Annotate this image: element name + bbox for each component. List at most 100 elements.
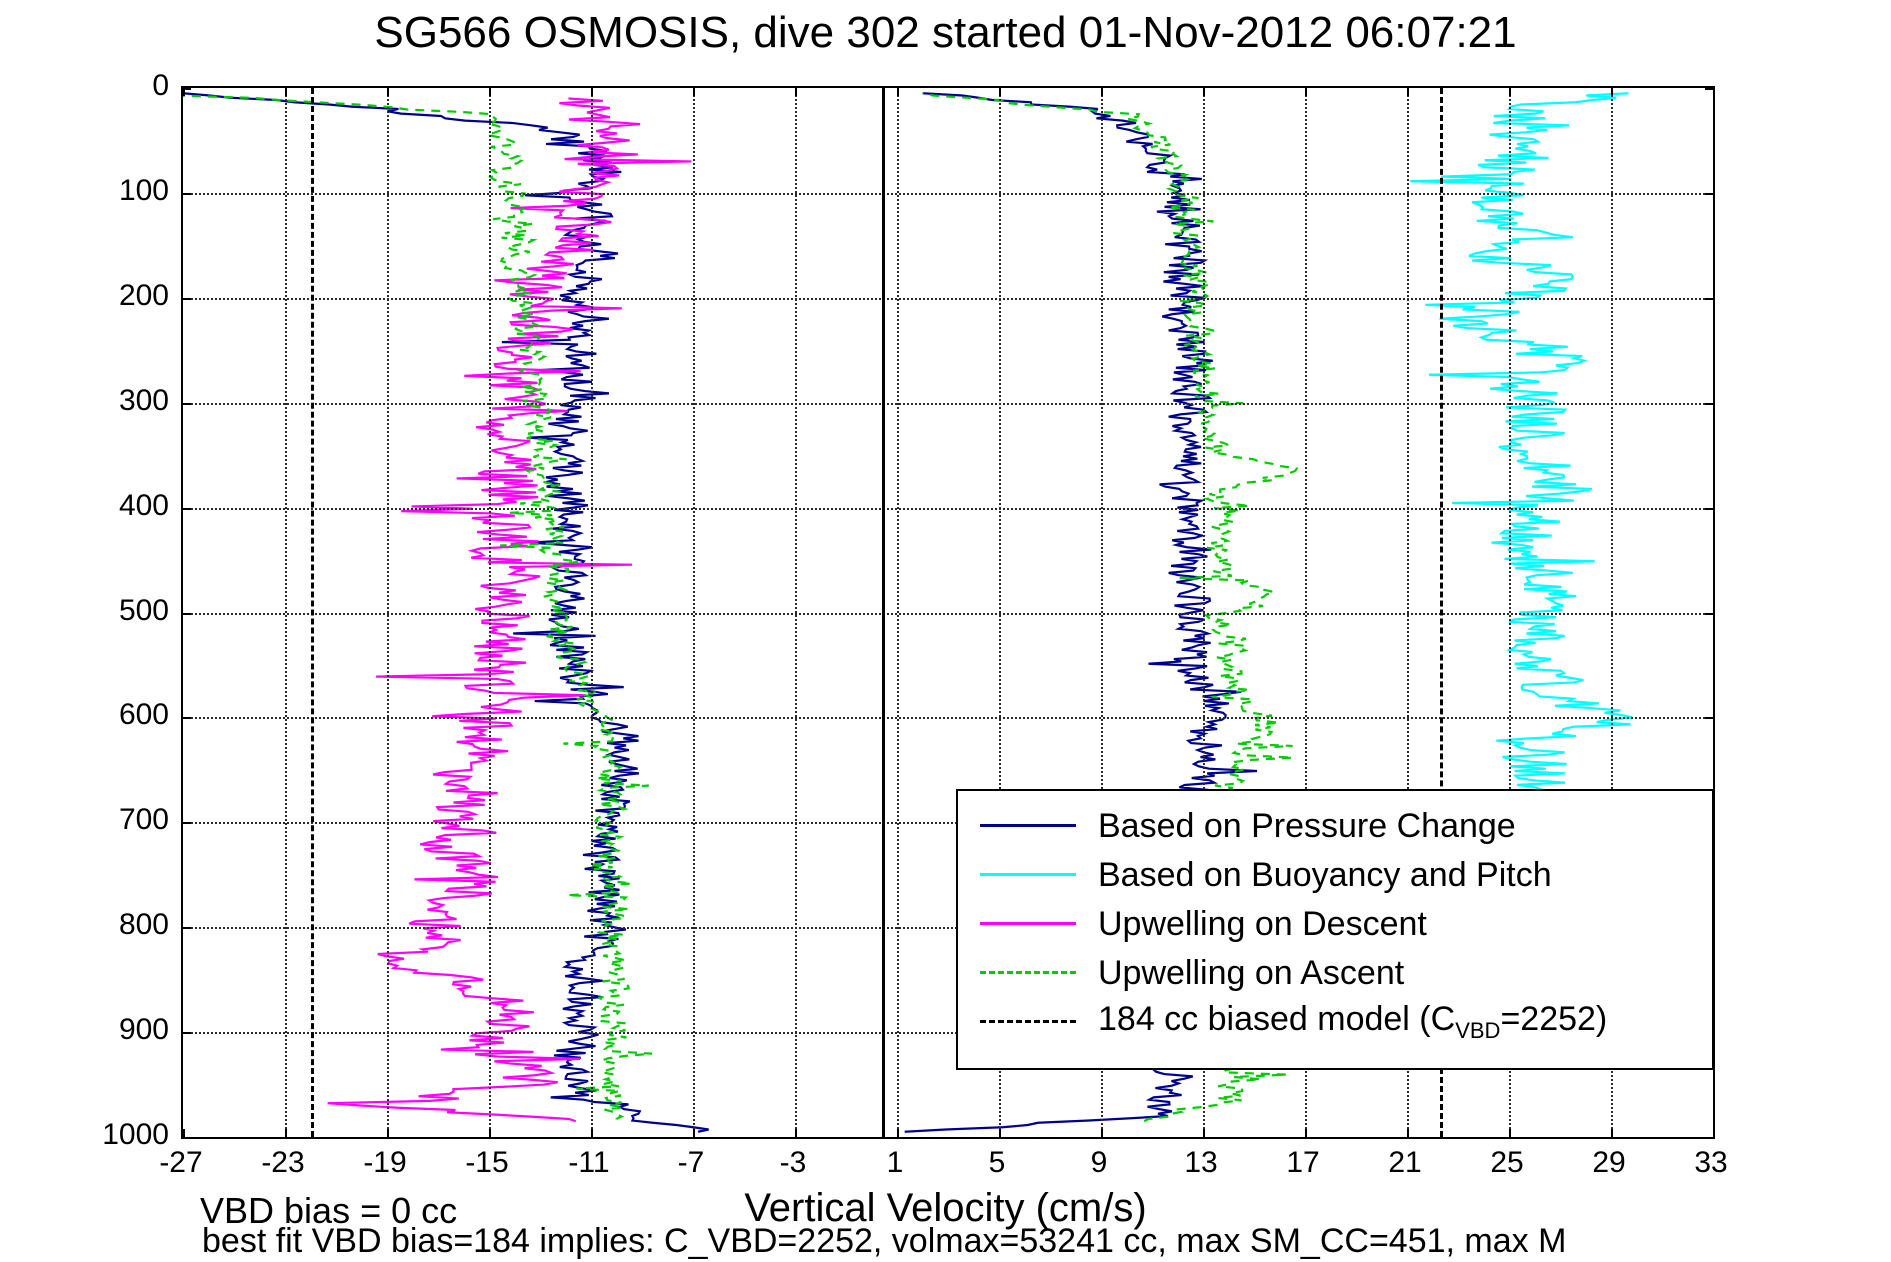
x-tick-top [1407,87,1409,96]
x-tick-label: -27 [159,1146,203,1179]
x-tick [1509,1129,1511,1138]
y-gridline [183,402,1713,405]
y-tick-label: 900 [118,1013,169,1047]
series-3-descent [183,94,653,1122]
x-tick-top [387,87,389,96]
x-tick-label: 25 [1490,1146,1524,1179]
legend-item[interactable]: 184 cc biased model (CVBD=2252) [958,997,1712,1046]
y-tick-right [1705,88,1714,90]
y-tick-label: 400 [118,488,169,522]
vbd-bias-note: VBD bias = 0 cc [200,1190,458,1231]
x-tick-label: 13 [1184,1146,1218,1179]
legend-item[interactable]: Based on Pressure Change [958,801,1712,850]
x-tick [897,1129,899,1138]
reference-line-zero-velocity [881,88,885,1137]
y-tick-right [1705,297,1714,300]
legend-item[interactable]: Upwelling on Ascent [958,948,1712,997]
x-tick-top [1713,87,1715,96]
x-tick-top [1305,87,1307,96]
y-tick-right [1705,1137,1714,1139]
plot-clip [183,88,1713,1137]
x-tick-top [1611,87,1613,96]
y-tick-label: 500 [118,593,169,627]
legend-item-label: Upwelling on Descent [1098,904,1427,943]
x-tick-top [183,87,185,96]
y-tick [182,1032,191,1035]
x-tick [387,1129,389,1138]
y-tick-label: 1000 [102,1118,169,1151]
legend: Based on Pressure Change Based on Buoyanc… [956,789,1714,1070]
legend-item[interactable]: Based on Buoyancy and Pitch [958,850,1712,899]
y-gridline [183,717,1713,720]
x-tick-top [285,87,287,96]
x-tick-label: 33 [1694,1146,1728,1179]
y-tick-label: 0 [152,69,169,102]
y-tick-right [1705,192,1714,195]
reference-line-vbd-bias-positive [1440,88,1444,1137]
x-tick [999,1129,1001,1138]
y-tick-label: 600 [118,698,169,732]
x-tick [1101,1129,1103,1138]
legend-item[interactable]: Upwelling on Descent [958,899,1712,948]
y-tick [182,507,191,510]
x-tick-top [693,87,695,96]
y-tick-right [1705,612,1714,615]
legend-item-label: Based on Buoyancy and Pitch [1098,855,1552,894]
x-tick-top [795,87,797,96]
x-tick [1203,1129,1205,1138]
y-tick [182,402,191,405]
x-tick-top [1509,87,1511,96]
legend-item-label: Based on Pressure Change [1098,806,1516,845]
x-tick-label: 17 [1286,1146,1320,1179]
x-tick-label: 9 [1090,1146,1108,1179]
y-tick [182,192,191,195]
y-tick [182,717,191,720]
x-tick [1407,1129,1409,1138]
y-tick [182,822,191,825]
x-tick-top [489,87,491,96]
legend-swatch-line-icon [980,922,1076,925]
y-gridline [183,507,1713,510]
x-tick-label: -3 [779,1146,807,1179]
x-tick [285,1129,287,1138]
legend-swatch-line-icon [980,824,1076,827]
figure-caption: best fit VBD bias=184 implies: C_VBD=225… [202,1222,1567,1260]
y-tick-label: 100 [118,173,169,207]
legend-swatch-line-icon [980,1020,1076,1023]
y-gridline [183,192,1713,195]
page-title: SG566 OSMOSIS, dive 302 started 01-Nov-2… [374,8,1517,57]
x-tick-label: 5 [988,1146,1006,1179]
y-tick [182,1137,191,1139]
x-tick-label: 29 [1592,1146,1626,1179]
x-tick [795,1129,797,1138]
x-tick-top [897,87,899,96]
y-tick-label: 700 [118,803,169,837]
y-gridline [183,927,1713,930]
x-tick [489,1129,491,1138]
legend-subscript: VBD [1455,1017,1501,1043]
reference-line-vbd-bias-negative [310,88,314,1137]
x-tick-label: 21 [1388,1146,1422,1179]
x-tick-label: -7 [677,1146,705,1179]
legend-item-label: Upwelling on Ascent [1098,953,1405,992]
y-tick [182,927,191,930]
legend-item-label: 184 cc biased model (CVBD=2252) [1098,999,1608,1043]
x-tick-label: 1 [886,1146,904,1179]
x-tick-top [999,87,1001,96]
y-tick [182,297,191,300]
y-tick-label: 800 [118,908,169,942]
x-tick-top [1203,87,1205,96]
x-tick [1305,1129,1307,1138]
y-tick-label: 300 [118,383,169,417]
y-gridline [183,297,1713,300]
y-tick [182,88,191,90]
x-tick-top [591,87,593,96]
y-tick-right [1705,402,1714,405]
y-tick-label: 200 [118,278,169,312]
series-2-descent [327,97,692,1123]
x-tick [693,1129,695,1138]
y-gridline [183,822,1713,825]
legend-swatch-line-icon [980,873,1076,876]
x-tick-top [1101,87,1103,96]
x-tick [591,1129,593,1138]
